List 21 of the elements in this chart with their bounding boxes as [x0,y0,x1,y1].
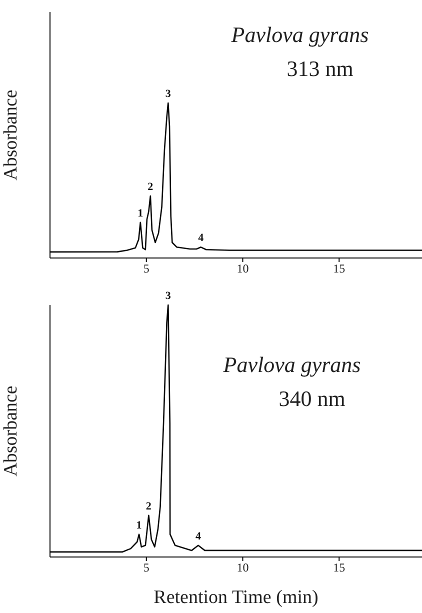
y-axis-title: Absorbance [0,386,22,476]
annotation: 2 [146,500,152,512]
annotation: 3 [165,88,172,100]
x-tick-label: 15 [333,262,346,276]
x-tick-label: 5 [143,262,150,276]
annotation: 4 [195,530,202,542]
annotation: 2 [148,181,154,193]
annotation: 1 [136,519,142,532]
x-tick-label: 10 [236,560,249,575]
annotation: 3 [165,290,172,302]
x-axis-title: Retention Time (min) [154,587,318,608]
y-axis-title: Absorbance [0,90,22,180]
x-tick-label: 5 [143,560,150,575]
x-tick-label: 10 [236,262,249,276]
text: Pavlova gyrans [223,352,361,378]
chart-subtitle: 313 nm [286,56,354,82]
annotation: 4 [198,232,204,244]
annotation: 1 [138,207,144,220]
text: 340 nm [278,386,346,412]
chart-title: Pavlova gyrans [231,22,369,48]
x-tick-label: 15 [333,560,346,575]
